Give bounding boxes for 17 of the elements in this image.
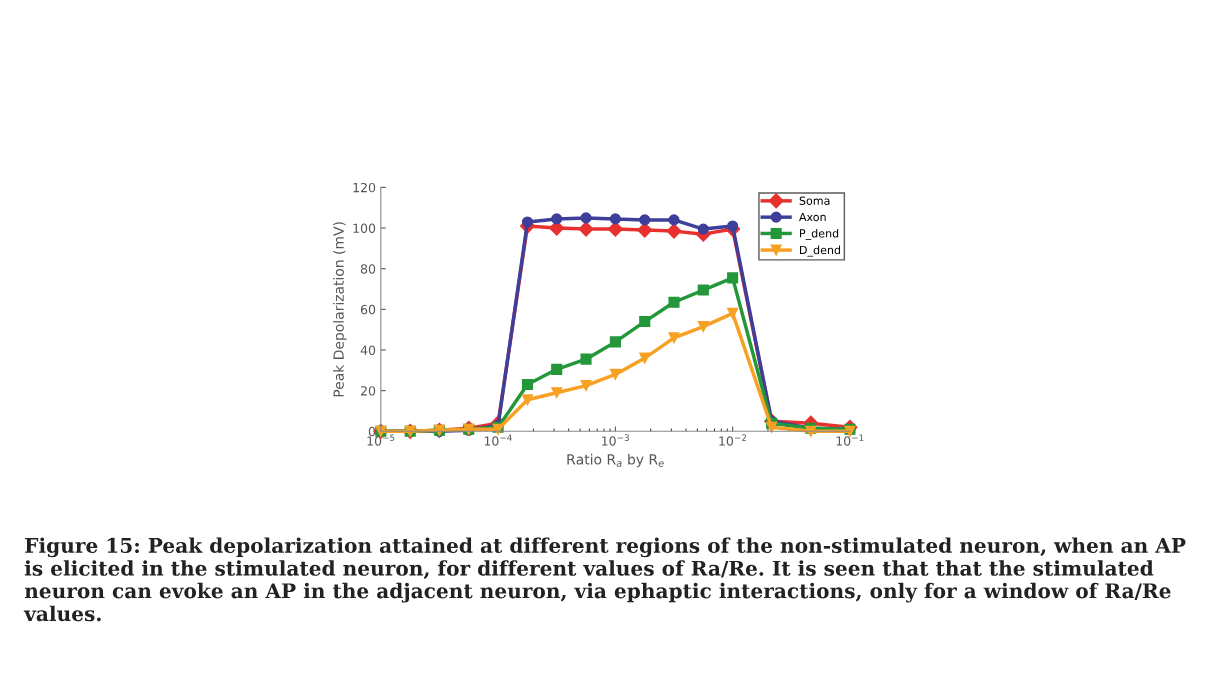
legend-label: D_dend bbox=[800, 245, 841, 257]
y-axis-title: Peak Depolarization (mV) bbox=[333, 222, 347, 397]
y-tick-label: 100 bbox=[353, 223, 376, 233]
x-tick-label: 10$^{−4}$ bbox=[484, 434, 512, 446]
y-tick-label: 40 bbox=[360, 345, 376, 355]
x-tick-label: 10$^{−3}$ bbox=[602, 434, 629, 446]
legend-label: P_dend bbox=[800, 228, 839, 240]
caption: Figure 15: Peak depolarization attained at different regions of the non-stimulated neuron, when an AP is elicited in the stimulated neuron, for different values of Ra/Re. It is seen that that the stimulated neuron can evoke an AP in the adjacent neuron, via ephaptic interactions, only for a window of Ra/Re values. bbox=[23, 537, 1186, 622]
legend-label: Soma bbox=[799, 196, 830, 205]
y-tick-label: 20 bbox=[360, 386, 376, 396]
legend-label: Axon bbox=[799, 212, 826, 222]
x-axis-title: Ratio R$_{a}$ by R$_{e}$ bbox=[567, 453, 664, 468]
y-tick-label: 60 bbox=[360, 304, 376, 315]
y-tick-label: 120 bbox=[353, 182, 376, 193]
x-tick-label: 10$^{−2}$ bbox=[719, 434, 747, 446]
y-tick-label: 80 bbox=[360, 264, 376, 274]
x-tick-label: 10$^{−1}$ bbox=[836, 434, 864, 446]
